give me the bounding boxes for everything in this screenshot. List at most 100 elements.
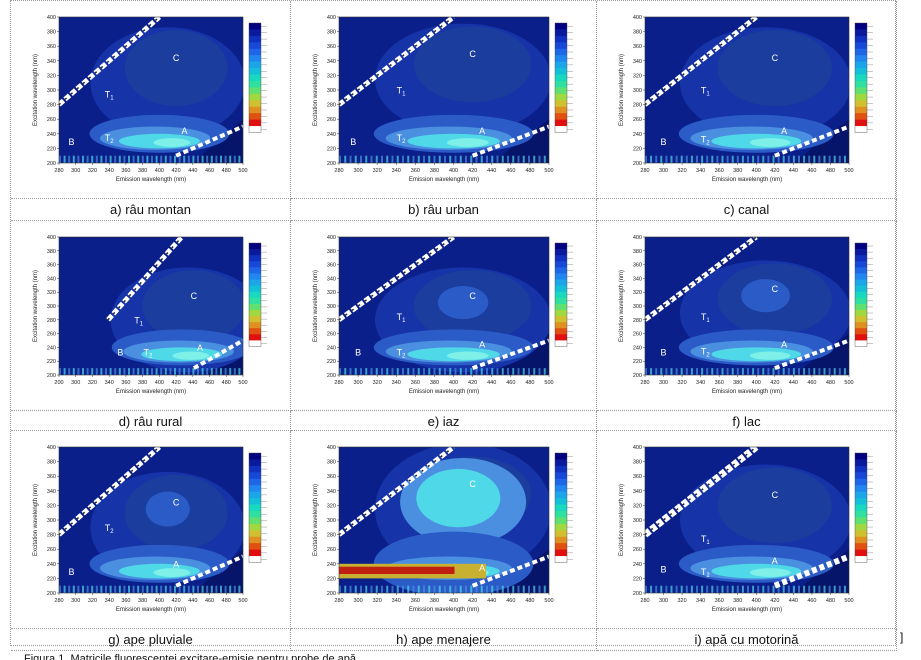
- colorbar-swatch: [249, 80, 261, 88]
- y-tick-label: 280: [327, 318, 336, 324]
- y-tick-label: 360: [47, 44, 56, 50]
- rayleigh-second-order: [471, 554, 549, 588]
- x-tick-label: 400: [449, 598, 458, 604]
- x-axis-label: Emission wavelength (nm): [116, 607, 186, 613]
- y-tick-label: 380: [327, 30, 336, 36]
- colorbar-swatch: [249, 48, 261, 56]
- y-tick-label: 240: [47, 132, 56, 138]
- y-tick-label: 400: [47, 445, 56, 451]
- noise-mark: [767, 585, 770, 593]
- noise-mark: [665, 155, 668, 163]
- colorbar-swatch: [555, 119, 567, 127]
- x-tick-label: 480: [525, 168, 534, 174]
- y-tick-label: 280: [47, 318, 56, 324]
- band-peak: [749, 568, 791, 577]
- colorbar-swatch: [855, 498, 867, 506]
- noise-mark: [491, 585, 494, 593]
- noise-mark: [501, 368, 504, 375]
- noise-mark: [137, 368, 140, 375]
- x-tick-label: 460: [506, 598, 515, 604]
- noise-mark: [151, 368, 153, 375]
- noise-mark: [391, 155, 394, 163]
- colorbar-swatch: [855, 556, 867, 563]
- peak-label: T1: [105, 89, 115, 101]
- peak-label: T2: [144, 348, 154, 360]
- noise-mark: [123, 155, 126, 163]
- x-tick-label: 340: [105, 598, 114, 604]
- x-tick-label: 340: [696, 380, 705, 386]
- x-tick-label: 360: [121, 168, 130, 174]
- peak-label: T2: [701, 346, 711, 358]
- noise-mark: [128, 368, 130, 375]
- noise-mark: [741, 155, 744, 163]
- eem-contour-plot: C T1 A T2 B 200 300 320 340 360 380 400 420 440 460 480…: [33, 235, 267, 395]
- y-tick-label: 220: [633, 146, 642, 152]
- noise-mark: [533, 585, 536, 593]
- x-tick-label: 460: [807, 380, 816, 386]
- x-tick-label: 440: [789, 168, 798, 174]
- colorbar-swatch: [855, 491, 867, 499]
- eem-contour-plot: C A 280 300 320 340 360 380 400 420 440 460 480 500 20…: [313, 445, 573, 613]
- noise-mark: [675, 368, 678, 375]
- colorbar-swatch: [855, 285, 867, 293]
- noise-mark: [146, 585, 149, 593]
- colorbar-swatch: [855, 485, 867, 493]
- colorbar-swatch: [249, 297, 261, 305]
- noise-mark: [459, 368, 462, 375]
- colorbar-swatch: [249, 322, 261, 329]
- noise-mark: [151, 585, 153, 593]
- x-tick-label: 320: [677, 380, 686, 386]
- colorbar-swatch: [855, 261, 867, 268]
- peak-label: C: [191, 291, 198, 301]
- figure-grid: C T1 A T2 B 280 300 320 340 360 380 400 420 440 460 480…: [10, 0, 897, 651]
- noise-mark: [675, 585, 678, 593]
- colorbar-swatch: [855, 340, 867, 347]
- noise-mark: [696, 368, 698, 375]
- colorbar-swatch: [555, 303, 567, 311]
- region-c-high: [145, 491, 190, 527]
- noise-mark: [496, 155, 499, 163]
- colorbar-swatch: [855, 35, 867, 43]
- noise-mark: [838, 155, 841, 163]
- noise-mark: [512, 368, 515, 375]
- x-tick-label: 360: [715, 598, 724, 604]
- x-tick-label: 400: [449, 380, 458, 386]
- noise-mark: [201, 368, 204, 375]
- y-tick-label: 280: [327, 103, 336, 109]
- y-tick-label: 200: [633, 591, 642, 597]
- noise-mark: [528, 155, 530, 163]
- y-tick-label: 380: [47, 460, 56, 466]
- x-tick-label: 420: [770, 168, 779, 174]
- noise-mark: [480, 368, 483, 375]
- noise-mark: [711, 155, 714, 163]
- colorbar-swatch: [249, 255, 261, 262]
- colorbar-swatch: [555, 42, 567, 50]
- panel-caption: b) râu urban: [291, 199, 597, 221]
- noise-mark: [105, 585, 107, 593]
- noise-mark: [465, 155, 467, 163]
- noise-mark: [747, 155, 749, 163]
- noise-mark: [454, 368, 457, 375]
- noise-mark: [772, 155, 775, 163]
- noise-mark: [91, 155, 94, 163]
- colorbar-swatch: [855, 100, 867, 108]
- noise-mark: [507, 585, 509, 593]
- noise-mark: [155, 155, 158, 163]
- colorbar-swatch: [249, 106, 261, 114]
- noise-mark: [187, 155, 190, 163]
- noise-mark: [833, 368, 836, 375]
- y-tick-label: 260: [47, 547, 56, 553]
- noise-mark: [685, 368, 688, 375]
- colorbar-swatch: [555, 113, 567, 121]
- x-tick-label: 460: [205, 380, 214, 386]
- x-tick-label: 360: [121, 598, 130, 604]
- x-tick-label: 300: [659, 598, 668, 604]
- y-tick-label: 360: [47, 474, 56, 480]
- figure-caption-fragment: Figura 1. Matricile fluorescenței excita…: [24, 653, 356, 660]
- noise-mark: [370, 155, 373, 163]
- colorbar-swatch: [855, 465, 867, 473]
- x-tick-label: 420: [770, 598, 779, 604]
- y-tick-label: 200: [327, 373, 336, 379]
- noise-mark: [517, 368, 520, 375]
- x-axis-label: Emission wavelength (nm): [409, 389, 479, 395]
